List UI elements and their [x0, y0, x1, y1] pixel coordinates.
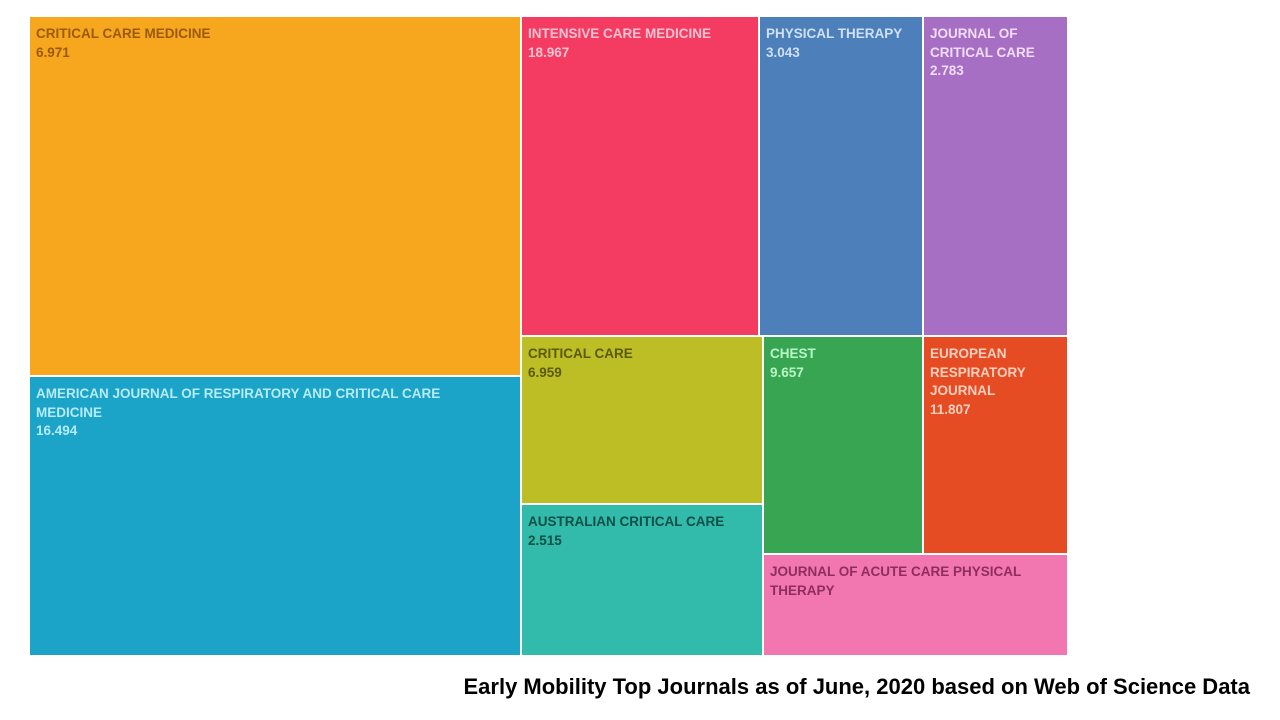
tile-label: AMERICAN JOURNAL OF RESPIRATORY AND CRIT…	[36, 386, 441, 420]
treemap-tile: AUSTRALIAN CRITICAL CARE 2.515	[521, 504, 763, 656]
treemap-tile: PHYSICAL THERAPY 3.043	[759, 16, 923, 336]
tile-label: CRITICAL CARE MEDICINE	[36, 26, 211, 41]
tile-label: CHEST	[770, 346, 816, 361]
tile-label: AUSTRALIAN CRITICAL CARE	[528, 514, 725, 529]
chart-title: Early Mobility Top Journals as of June, …	[463, 674, 1250, 699]
tile-label: JOURNAL OF ACUTE CARE PHYSICAL THERAPY	[770, 564, 1022, 598]
treemap-tile: CRITICAL CARE 6.959	[521, 336, 763, 504]
tile-value: 2.783	[930, 63, 964, 78]
tile-value: 6.959	[528, 364, 562, 380]
tile-label: PHYSICAL THERAPY	[766, 26, 903, 41]
tile-value: 9.657	[770, 364, 804, 380]
treemap-tile: AMERICAN JOURNAL OF RESPIRATORY AND CRIT…	[29, 376, 521, 656]
treemap-tile: CRITICAL CARE MEDICINE 6.971	[29, 16, 521, 376]
treemap-chart: CRITICAL CARE MEDICINE 6.971 AMERICAN JOUR…	[29, 16, 1068, 656]
tile-label: CRITICAL CARE	[528, 346, 633, 361]
tile-value: 16.494	[36, 423, 78, 438]
treemap-tile: EUROPEAN RESPIRATORY JOURNAL 11.807	[923, 336, 1068, 554]
tile-value: 2.515	[528, 532, 562, 548]
treemap-tile: CHEST 9.657	[763, 336, 923, 554]
tile-label: INTENSIVE CARE MEDICINE	[528, 26, 712, 41]
treemap-tile: INTENSIVE CARE MEDICINE 18.967	[521, 16, 759, 336]
tile-label: EUROPEAN RESPIRATORY JOURNAL	[930, 346, 1026, 398]
treemap-tile: JOURNAL OF CRITICAL CARE 2.783	[923, 16, 1068, 336]
tile-value: 11.807	[930, 401, 971, 417]
tile-value: 6.971	[36, 44, 70, 60]
tile-value: 3.043	[766, 44, 800, 60]
tile-value: 18.967	[528, 44, 570, 60]
treemap-tile: JOURNAL OF ACUTE CARE PHYSICAL THERAPY	[763, 554, 1068, 656]
tile-label: JOURNAL OF CRITICAL CARE	[930, 26, 1035, 60]
